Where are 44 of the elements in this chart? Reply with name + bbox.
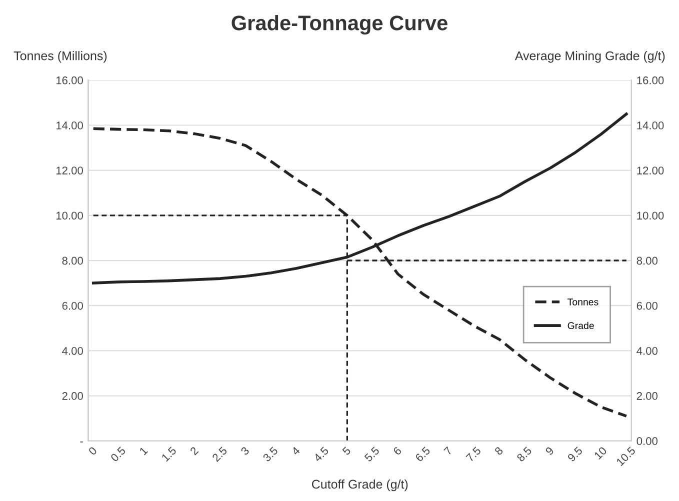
y-tick-label: 16.00	[56, 76, 83, 84]
x-tick-label: 3	[240, 446, 250, 456]
y2-tick-label: 0.00	[636, 437, 658, 446]
x-tick-label: 6	[392, 446, 402, 456]
x-tick-label: 0	[88, 446, 98, 456]
x-tick-label: 6.5	[414, 446, 431, 462]
y-tick-label: 12.00	[56, 166, 83, 174]
y-tick-label: 4.00	[62, 346, 83, 355]
x-tick-label: 2	[190, 446, 199, 456]
legend-label: Tonnes	[568, 298, 598, 306]
x-tick-label: 3.5	[262, 446, 278, 462]
y-tick-label: 10.00	[56, 212, 83, 220]
x-tick-label: 1.5	[161, 446, 177, 462]
x-tick-label: 5.5	[364, 446, 380, 462]
y-axis-title: Tonnes (Millions)	[14, 51, 107, 63]
x-tick-label: 0.5	[110, 446, 126, 462]
y2-tick-label: 16.00	[637, 76, 664, 84]
x-tick-label: 5	[342, 446, 352, 456]
x-tick-label: 10	[594, 446, 608, 460]
x-tick-label: 8	[494, 446, 504, 456]
x-axis-title: Cutoff Grade (g/t)	[312, 479, 408, 492]
y2-tick-label: 4.00	[636, 346, 658, 355]
y2-tick-label: 14.00	[637, 122, 664, 130]
chart-title: Grade-Tonnage Curve	[232, 15, 448, 35]
y2-tick-label: 2.00	[636, 392, 658, 400]
x-tick-label: 8.5	[516, 446, 532, 462]
y2-tick-label: 10.00	[637, 212, 664, 220]
legend-label: Grade	[568, 322, 594, 330]
y-tick-label: 6.00	[62, 302, 83, 310]
y2-tick-label: 8.00	[636, 256, 658, 265]
y-tick-label: 14.00	[56, 122, 83, 130]
y2-tick-label: 12.00	[637, 166, 664, 174]
x-tick-label: 4	[291, 446, 300, 456]
y-tick-label: 2.00	[62, 392, 83, 400]
x-tick-label: 9.5	[567, 446, 583, 462]
x-tick-label: 4.5	[313, 446, 330, 462]
x-tick-label: 7	[444, 446, 453, 456]
x-tick-label: 1	[139, 446, 148, 456]
x-tick-label: 2.5	[212, 446, 228, 462]
x-tick-label: 7.5	[466, 446, 482, 462]
y2-tick-label: 6.00	[636, 302, 658, 310]
x-tick-label: 9	[544, 446, 554, 456]
y2-axis-title: Average Mining Grade (g/t)	[514, 51, 665, 63]
y-tick-label: 8.00	[62, 256, 83, 265]
